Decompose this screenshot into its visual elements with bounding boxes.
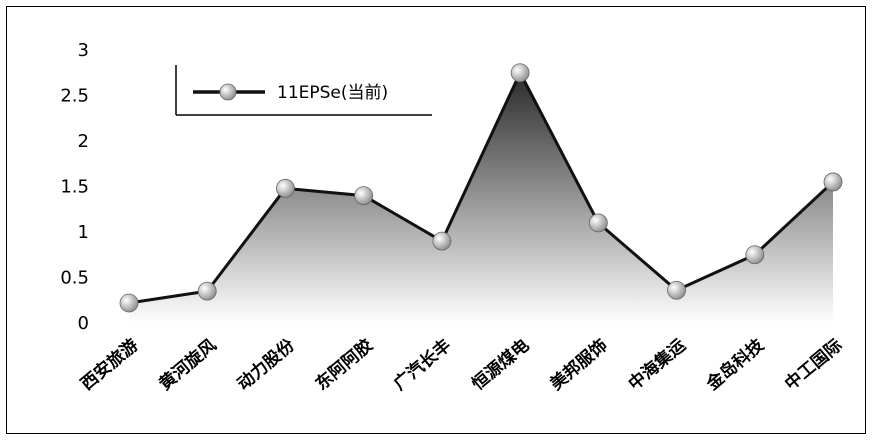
x-category-label: 美邦服饰 (546, 335, 612, 395)
data-point-6 (510, 63, 530, 83)
data-point-9 (745, 245, 765, 265)
y-tick-label: 3 (78, 40, 89, 61)
chart-frame: 0 0.5 1 1.5 2 2.5 3 西安旅游 黄河旋风 动力股份 东阿阿胶 广汽长丰 恒源煤电 美邦… (6, 6, 866, 434)
x-axis-labels: 西安旅游 黄河旋风 动力股份 东阿阿胶 广汽长丰 恒源煤电 美邦服饰 中海集运 金岛科技 中工国际 (77, 334, 847, 395)
y-tick-label: 2.5 (60, 86, 89, 107)
legend: 11EPSe(当前) (175, 65, 432, 116)
series-line (128, 71, 835, 305)
data-point-5 (432, 231, 452, 251)
x-category-label: 恒源煤电 (468, 335, 534, 395)
x-category-label: 中海集运 (624, 335, 690, 395)
data-point-7 (588, 213, 608, 233)
data-point-10 (823, 172, 843, 192)
y-tick-label: 0.5 (60, 268, 89, 289)
x-category-label: 中工国际 (781, 335, 847, 395)
chart: 0 0.5 1 1.5 2 2.5 3 西安旅游 黄河旋风 动力股份 东阿阿胶 广汽长丰 恒源煤电 美邦… (60, 40, 847, 395)
y-tick-label: 0 (78, 313, 89, 334)
x-category-label: 黄河旋风 (155, 335, 221, 395)
data-point-2 (197, 281, 217, 301)
x-category-label: 东阿阿胶 (311, 335, 377, 395)
legend-marker (219, 83, 237, 101)
plot-area (119, 63, 843, 323)
data-point-8 (667, 280, 686, 300)
data-point-3 (276, 178, 295, 198)
x-category-label: 西安旅游 (77, 335, 143, 395)
x-category-label: 金岛科技 (702, 334, 769, 395)
legend-label: 11EPSe(当前) (277, 83, 388, 103)
y-tick-label: 1.5 (60, 177, 89, 198)
data-point-1 (119, 293, 139, 313)
y-tick-label: 1 (78, 222, 89, 243)
y-tick-label: 2 (78, 131, 89, 152)
series-area (129, 72, 833, 323)
x-category-label: 广汽长丰 (390, 335, 456, 395)
x-category-label: 动力股份 (233, 334, 299, 394)
y-axis-ticks: 0 0.5 1 1.5 2 2.5 3 (60, 40, 89, 334)
data-point-4 (354, 186, 374, 206)
